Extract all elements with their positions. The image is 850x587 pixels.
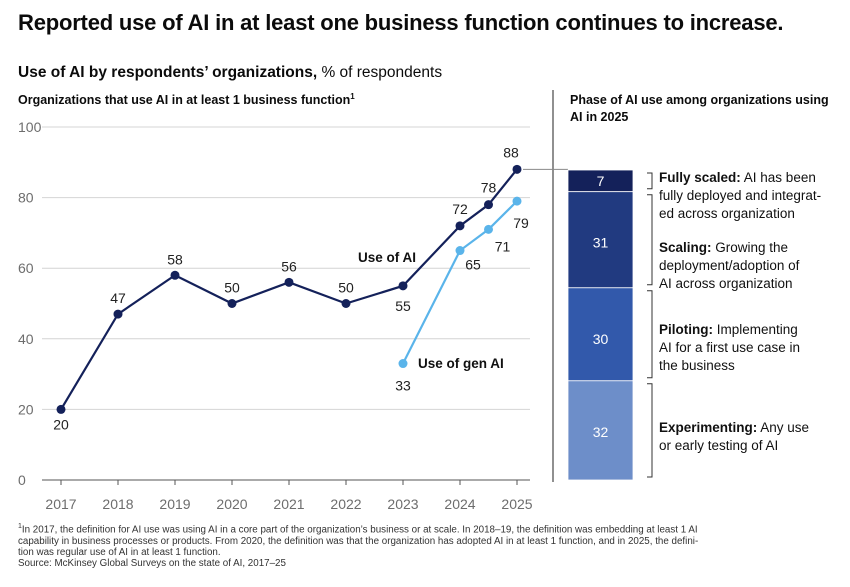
y-tick-label: 100 bbox=[18, 119, 42, 135]
data-point bbox=[284, 277, 294, 287]
segment-bracket bbox=[647, 290, 653, 379]
bar-chart-heading: Phase of AI use among organizations usin… bbox=[570, 93, 829, 124]
data-label: 50 bbox=[338, 280, 354, 296]
footnote: 1In 2017, the definition for AI use was … bbox=[18, 521, 833, 570]
x-tick-label: 2024 bbox=[444, 496, 475, 512]
footnote-line-2: capability in business processes or prod… bbox=[18, 535, 699, 547]
data-label: 88 bbox=[503, 144, 519, 160]
x-tick-label: 2021 bbox=[273, 496, 304, 512]
footnote-line-1: 1In 2017, the definition for AI use was … bbox=[18, 521, 833, 536]
segment-description: Experimenting: Any use or early testing o… bbox=[659, 420, 809, 453]
data-label: 78 bbox=[481, 180, 497, 196]
segment-description-line: Any use bbox=[757, 420, 809, 435]
segment-description: Piloting: Implementing AI for a first use… bbox=[659, 322, 800, 373]
x-tick-label: 2022 bbox=[330, 496, 361, 512]
subtitle-bold: Use of AI by respondents’ organizations, bbox=[18, 64, 318, 81]
x-tick-label: 2023 bbox=[387, 496, 418, 512]
data-point bbox=[398, 281, 408, 291]
data-point bbox=[113, 309, 123, 319]
data-point bbox=[484, 200, 493, 210]
data-point bbox=[56, 404, 66, 414]
y-tick-label: 0 bbox=[18, 472, 26, 488]
bar-segment-label: 7 bbox=[597, 173, 605, 189]
segment-description-line: the business bbox=[659, 358, 735, 373]
segment-description-line: Growing the bbox=[712, 240, 789, 255]
segment-name: Scaling: bbox=[659, 240, 712, 255]
data-label: 79 bbox=[513, 215, 529, 231]
bar-segment bbox=[567, 191, 634, 289]
data-point bbox=[484, 224, 493, 234]
segment-bracket bbox=[647, 383, 653, 478]
segment-bracket bbox=[647, 172, 653, 190]
data-label: 50 bbox=[224, 280, 240, 296]
bar-segment-label: 32 bbox=[593, 424, 609, 440]
chart-subtitle: Use of AI by respondents’ organizations,… bbox=[18, 64, 442, 82]
footnote-ref: 1 bbox=[350, 92, 355, 101]
bar-segment bbox=[567, 287, 634, 382]
segment-name: Piloting: bbox=[659, 322, 713, 337]
x-tick-label: 2018 bbox=[102, 496, 133, 512]
data-point bbox=[398, 359, 408, 369]
footnote-line-3: tion was regular use of AI in at least 1… bbox=[18, 547, 221, 559]
data-point bbox=[512, 196, 522, 206]
footnote-mark: 1 bbox=[18, 523, 22, 530]
series-label: Use of gen AI bbox=[418, 356, 504, 371]
x-tick-label: 2020 bbox=[216, 496, 247, 512]
bar-segment bbox=[567, 380, 634, 481]
data-label: 47 bbox=[110, 290, 126, 306]
line-chart-heading-text: Organizations that use AI in at least 1 … bbox=[18, 93, 351, 108]
segment-description-line: Implementing bbox=[713, 322, 798, 337]
series-label: Use of AI bbox=[358, 250, 416, 265]
source-note: Source: McKinsey Global Surveys on the s… bbox=[18, 558, 286, 570]
bar-segment-label: 30 bbox=[593, 331, 609, 347]
data-label: 20 bbox=[53, 416, 69, 432]
data-label: 58 bbox=[167, 251, 183, 267]
subtitle-unit: % of respondents bbox=[317, 64, 443, 81]
segment-name: Experimenting: bbox=[659, 420, 757, 435]
data-point bbox=[170, 270, 180, 280]
segment-description: Fully scaled: AI has been fully deployed … bbox=[659, 170, 821, 221]
y-tick-label: 20 bbox=[18, 401, 34, 417]
segment-bracket bbox=[647, 194, 653, 286]
data-label: 56 bbox=[281, 258, 297, 274]
page-title: Reported use of AI in at least one busin… bbox=[18, 10, 784, 35]
segment-description-line: or early testing of AI bbox=[659, 438, 778, 453]
data-point bbox=[455, 221, 465, 231]
segment-description: Scaling: Growing the deployment/adoption … bbox=[659, 240, 800, 291]
data-label: 72 bbox=[452, 201, 468, 217]
y-tick-label: 80 bbox=[18, 190, 34, 206]
data-label: 65 bbox=[465, 257, 481, 273]
segment-description-line: AI across organization bbox=[659, 276, 793, 291]
data-label: 71 bbox=[495, 238, 511, 254]
series-line-ai bbox=[60, 168, 518, 410]
series-line-gen-ai bbox=[402, 200, 518, 365]
segment-description-line: ed across organization bbox=[659, 206, 795, 221]
y-tick-label: 60 bbox=[18, 260, 34, 276]
data-point bbox=[341, 299, 351, 308]
data-label: 33 bbox=[395, 378, 411, 394]
segment-description-line: deployment/adoption of bbox=[659, 258, 800, 273]
data-point bbox=[512, 164, 522, 174]
y-tick-label: 40 bbox=[18, 331, 34, 347]
segment-description-line: AI for a first use case in bbox=[659, 340, 800, 355]
segment-name: Fully scaled: bbox=[659, 170, 741, 185]
x-tick-label: 2019 bbox=[159, 496, 190, 512]
line-chart-heading: Organizations that use AI in at least 1 … bbox=[18, 92, 355, 107]
x-tick-label: 2017 bbox=[45, 496, 76, 512]
segment-description-line: fully deployed and integrat- bbox=[659, 188, 821, 203]
data-label: 55 bbox=[395, 298, 411, 314]
footnote-text-1: In 2017, the definition for AI use was u… bbox=[21, 524, 698, 536]
data-point bbox=[227, 299, 237, 308]
segment-description-line: AI has been bbox=[741, 170, 816, 185]
data-point bbox=[455, 246, 465, 256]
bar-segment-label: 31 bbox=[593, 235, 609, 251]
x-tick-label: 2025 bbox=[501, 496, 532, 512]
